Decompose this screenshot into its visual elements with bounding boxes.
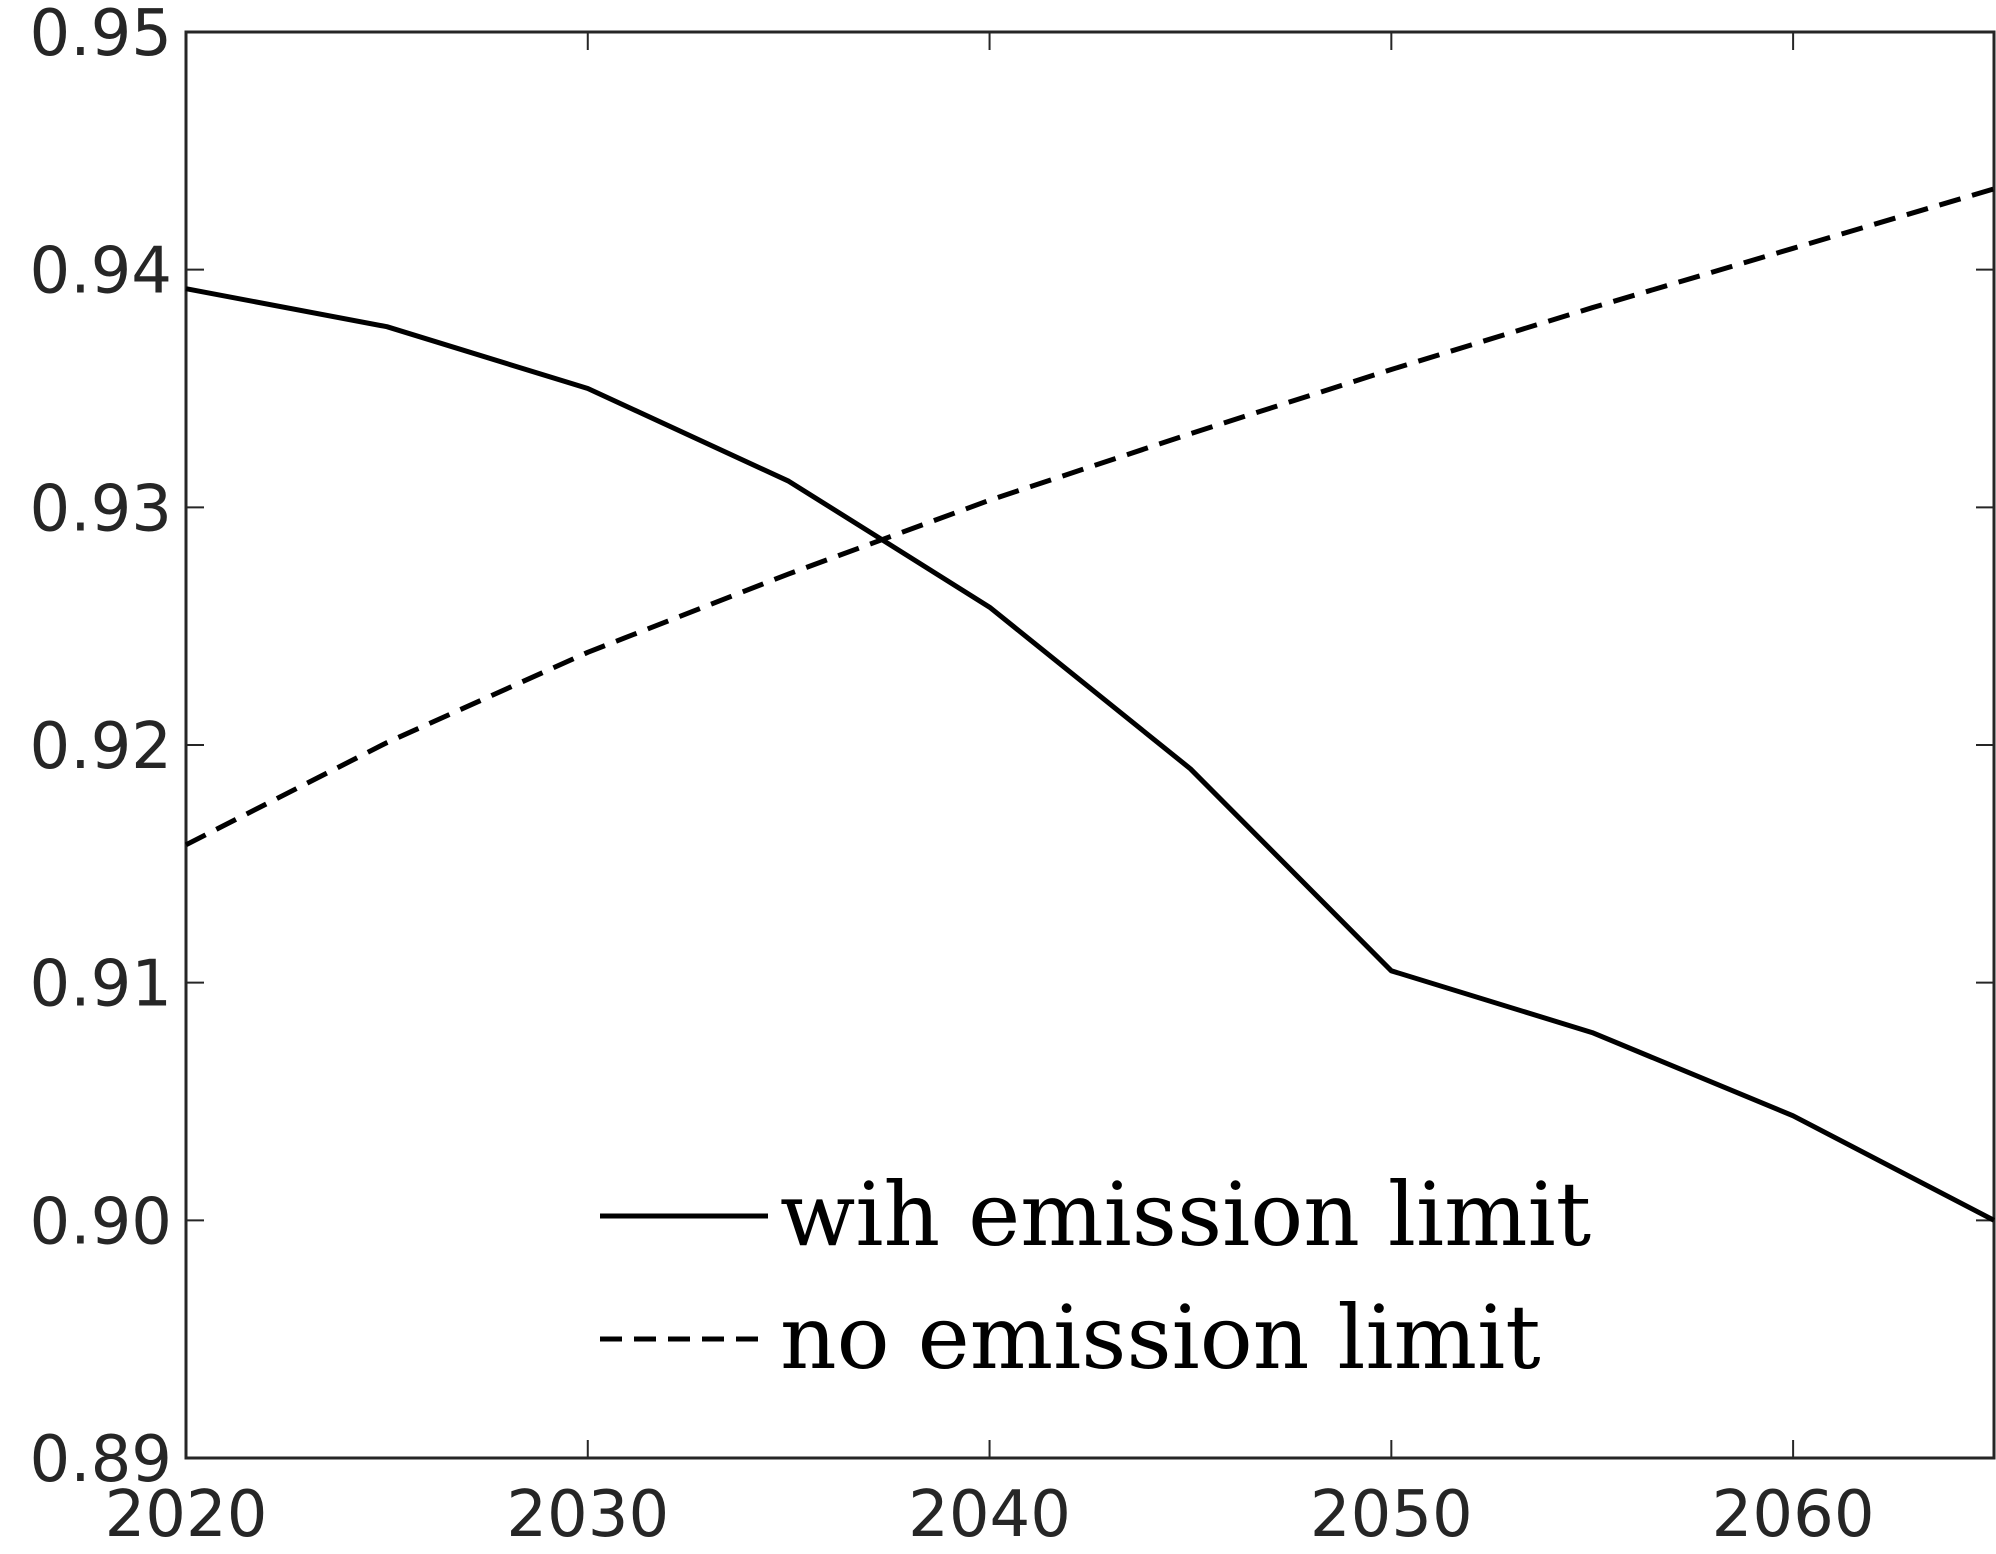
x-tick-label: 2060 <box>1712 1478 1875 1552</box>
x-tick-label: 2020 <box>105 1478 268 1552</box>
y-tick-label: 0.93 <box>30 472 173 546</box>
y-tick-label: 0.95 <box>30 0 173 71</box>
series-line-with-limit <box>185 286 1996 1223</box>
x-tick-label: 2030 <box>506 1478 669 1552</box>
legend-label-with-limit: wih emission limit <box>780 1163 1591 1266</box>
legend: wih emission limit no emission limit <box>600 1163 1591 1389</box>
y-tick-label: 0.94 <box>30 235 173 309</box>
series-line-no-limit <box>184 186 1995 848</box>
y-tick-label: 0.90 <box>30 1185 173 1259</box>
y-tick-label: 0.91 <box>30 948 173 1022</box>
legend-label-no-limit: no emission limit <box>780 1286 1541 1389</box>
x-axis: 2020 2030 2040 2050 2060 <box>105 32 1875 1552</box>
y-axis: 0.89 0.90 0.91 0.92 0.93 0.94 0.95 <box>30 0 1994 1497</box>
x-tick-label: 2050 <box>1310 1478 1473 1552</box>
y-tick-label: 0.89 <box>30 1423 173 1497</box>
plot-area <box>184 30 1996 1460</box>
y-tick-label: 0.92 <box>30 710 173 784</box>
series-layer <box>184 186 1996 1223</box>
x-tick-label: 2040 <box>908 1478 1071 1552</box>
